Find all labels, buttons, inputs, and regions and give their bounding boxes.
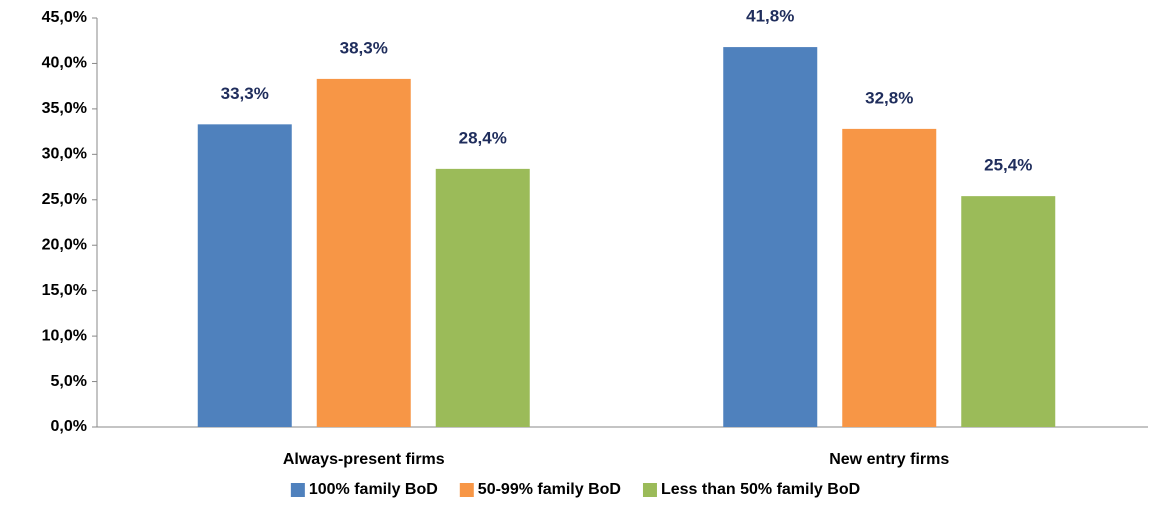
y-tick-label: 10,0% (42, 327, 87, 344)
data-label: 25,4% (984, 156, 1032, 175)
y-tick-label: 15,0% (42, 282, 87, 299)
y-tick-label: 25,0% (42, 191, 87, 208)
legend-label: 100% family BoD (309, 481, 438, 498)
bar (435, 168, 530, 427)
y-tick-label: 5,0% (51, 373, 87, 390)
bar (842, 128, 937, 427)
legend-label: 50-99% family BoD (478, 481, 621, 498)
legend-swatch (642, 483, 657, 497)
data-label: 41,8% (746, 7, 794, 26)
legend-swatch (290, 483, 305, 497)
y-tick-label: 30,0% (42, 146, 87, 163)
data-label: 28,4% (459, 128, 507, 147)
y-tick-label: 0,0% (51, 418, 87, 435)
data-label: 38,3% (340, 38, 388, 57)
y-tick-label: 35,0% (42, 100, 87, 117)
y-tick-label: 20,0% (42, 236, 87, 253)
bar (723, 47, 818, 428)
bar (316, 78, 411, 427)
legend-swatch (459, 483, 474, 497)
y-tick-label: 45,0% (42, 9, 87, 26)
data-label: 32,8% (865, 88, 913, 107)
x-tick-label: Always-present firms (283, 451, 445, 468)
y-tick-label: 40,0% (42, 55, 87, 72)
bar (961, 196, 1056, 427)
data-label: 33,3% (221, 84, 269, 103)
legend-label: Less than 50% family BoD (661, 481, 860, 498)
x-tick-label: New entry firms (829, 451, 949, 468)
bar (197, 124, 292, 427)
